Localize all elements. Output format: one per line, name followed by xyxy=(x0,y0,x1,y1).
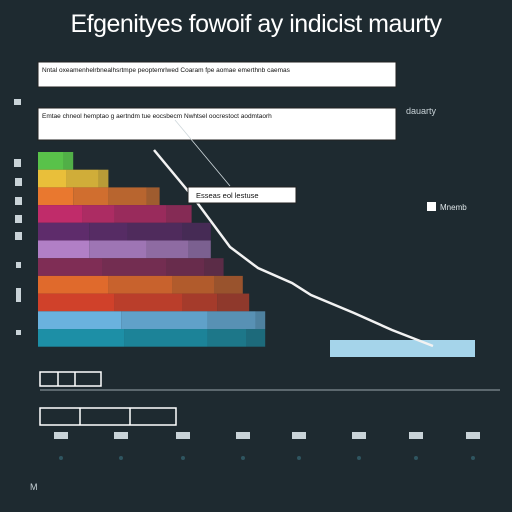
x-tick xyxy=(54,432,68,439)
x-tick xyxy=(292,432,306,439)
x-dot xyxy=(59,456,63,460)
x-dot xyxy=(414,456,418,460)
bar-segment xyxy=(38,275,109,294)
x-dot xyxy=(471,456,475,460)
bar-segment xyxy=(89,240,147,259)
bar-segment xyxy=(114,293,182,312)
bar-segment xyxy=(108,187,147,206)
bar-segment xyxy=(114,205,166,223)
bar-segment xyxy=(82,205,115,223)
bar-segment xyxy=(38,329,125,347)
x-dot xyxy=(119,456,123,460)
annotation-box-2: Emtae chneol hemptao g aertndm tue eocsb… xyxy=(37,107,397,141)
bar-segment xyxy=(124,329,208,347)
bottom-left-label: M xyxy=(30,482,38,492)
bar-segment xyxy=(38,205,83,223)
connector-band xyxy=(330,340,475,357)
bar-segment xyxy=(38,222,90,241)
bar-segment xyxy=(166,258,205,276)
x-tick xyxy=(236,432,250,439)
bar-segment xyxy=(38,152,64,170)
x-dot xyxy=(357,456,361,460)
bar-segment xyxy=(146,187,160,206)
bar-segment xyxy=(204,258,224,276)
bar-group xyxy=(38,152,266,347)
bar-segment xyxy=(166,205,192,223)
right-label: dauarty xyxy=(406,106,437,116)
bar-segment xyxy=(182,222,211,241)
bar-segment xyxy=(63,152,74,170)
bar-segment xyxy=(146,240,189,259)
callout-text: Esseas eol lestuse xyxy=(196,191,259,200)
legend: Mnemb xyxy=(427,202,467,212)
lower-schematic xyxy=(39,371,500,426)
x-tick xyxy=(409,432,423,439)
bar-segment xyxy=(188,240,211,259)
bar-segment xyxy=(214,275,243,294)
x-tick xyxy=(176,432,190,439)
bar-segment xyxy=(127,222,182,241)
bar-segment xyxy=(66,169,99,188)
bar-segment xyxy=(121,311,208,329)
bar-segment xyxy=(217,293,250,312)
bar-segment xyxy=(246,329,266,347)
bar-segment xyxy=(38,258,102,276)
legend-swatch xyxy=(427,202,436,211)
annotation-2-text: Emtae chneol hemptao g aertndm tue eocsb… xyxy=(42,113,272,120)
bar-segment xyxy=(38,240,90,259)
x-dot xyxy=(181,456,185,460)
bar-segment xyxy=(102,258,166,276)
bar-segment xyxy=(38,311,122,329)
x-dot xyxy=(297,456,301,460)
chart-title: Efgenityes fowoif ay indicist maurty xyxy=(70,10,442,38)
bar-segment xyxy=(38,169,67,188)
trend-line xyxy=(153,149,434,348)
bar-segment xyxy=(207,329,246,347)
bar-segment xyxy=(207,311,256,329)
bar-segment xyxy=(108,275,173,294)
bar-segment xyxy=(182,293,218,312)
bar-segment xyxy=(98,169,109,188)
bar-segment xyxy=(73,187,109,206)
x-tick xyxy=(114,432,128,439)
bar-segment xyxy=(38,293,115,312)
callout-leader-line xyxy=(174,119,231,187)
bar-segment xyxy=(172,275,214,294)
callout-box: Esseas eol lestuse xyxy=(187,186,297,204)
bar-segment xyxy=(255,311,266,329)
annotation-box-1: Nntal oxeamenhelrbnealhsrtmpe peoptemrlw… xyxy=(37,61,397,88)
legend-label: Mnemb xyxy=(440,203,467,212)
left-axis-marks xyxy=(14,99,22,335)
bar-segment xyxy=(89,222,128,241)
x-tick xyxy=(466,432,480,439)
bar-segment xyxy=(38,187,74,206)
x-axis-ticks xyxy=(54,432,480,460)
x-dot xyxy=(241,456,245,460)
x-tick xyxy=(352,432,366,439)
annotation-1-text: Nntal oxeamenhelrbnealhsrtmpe peoptemrlw… xyxy=(42,67,291,74)
